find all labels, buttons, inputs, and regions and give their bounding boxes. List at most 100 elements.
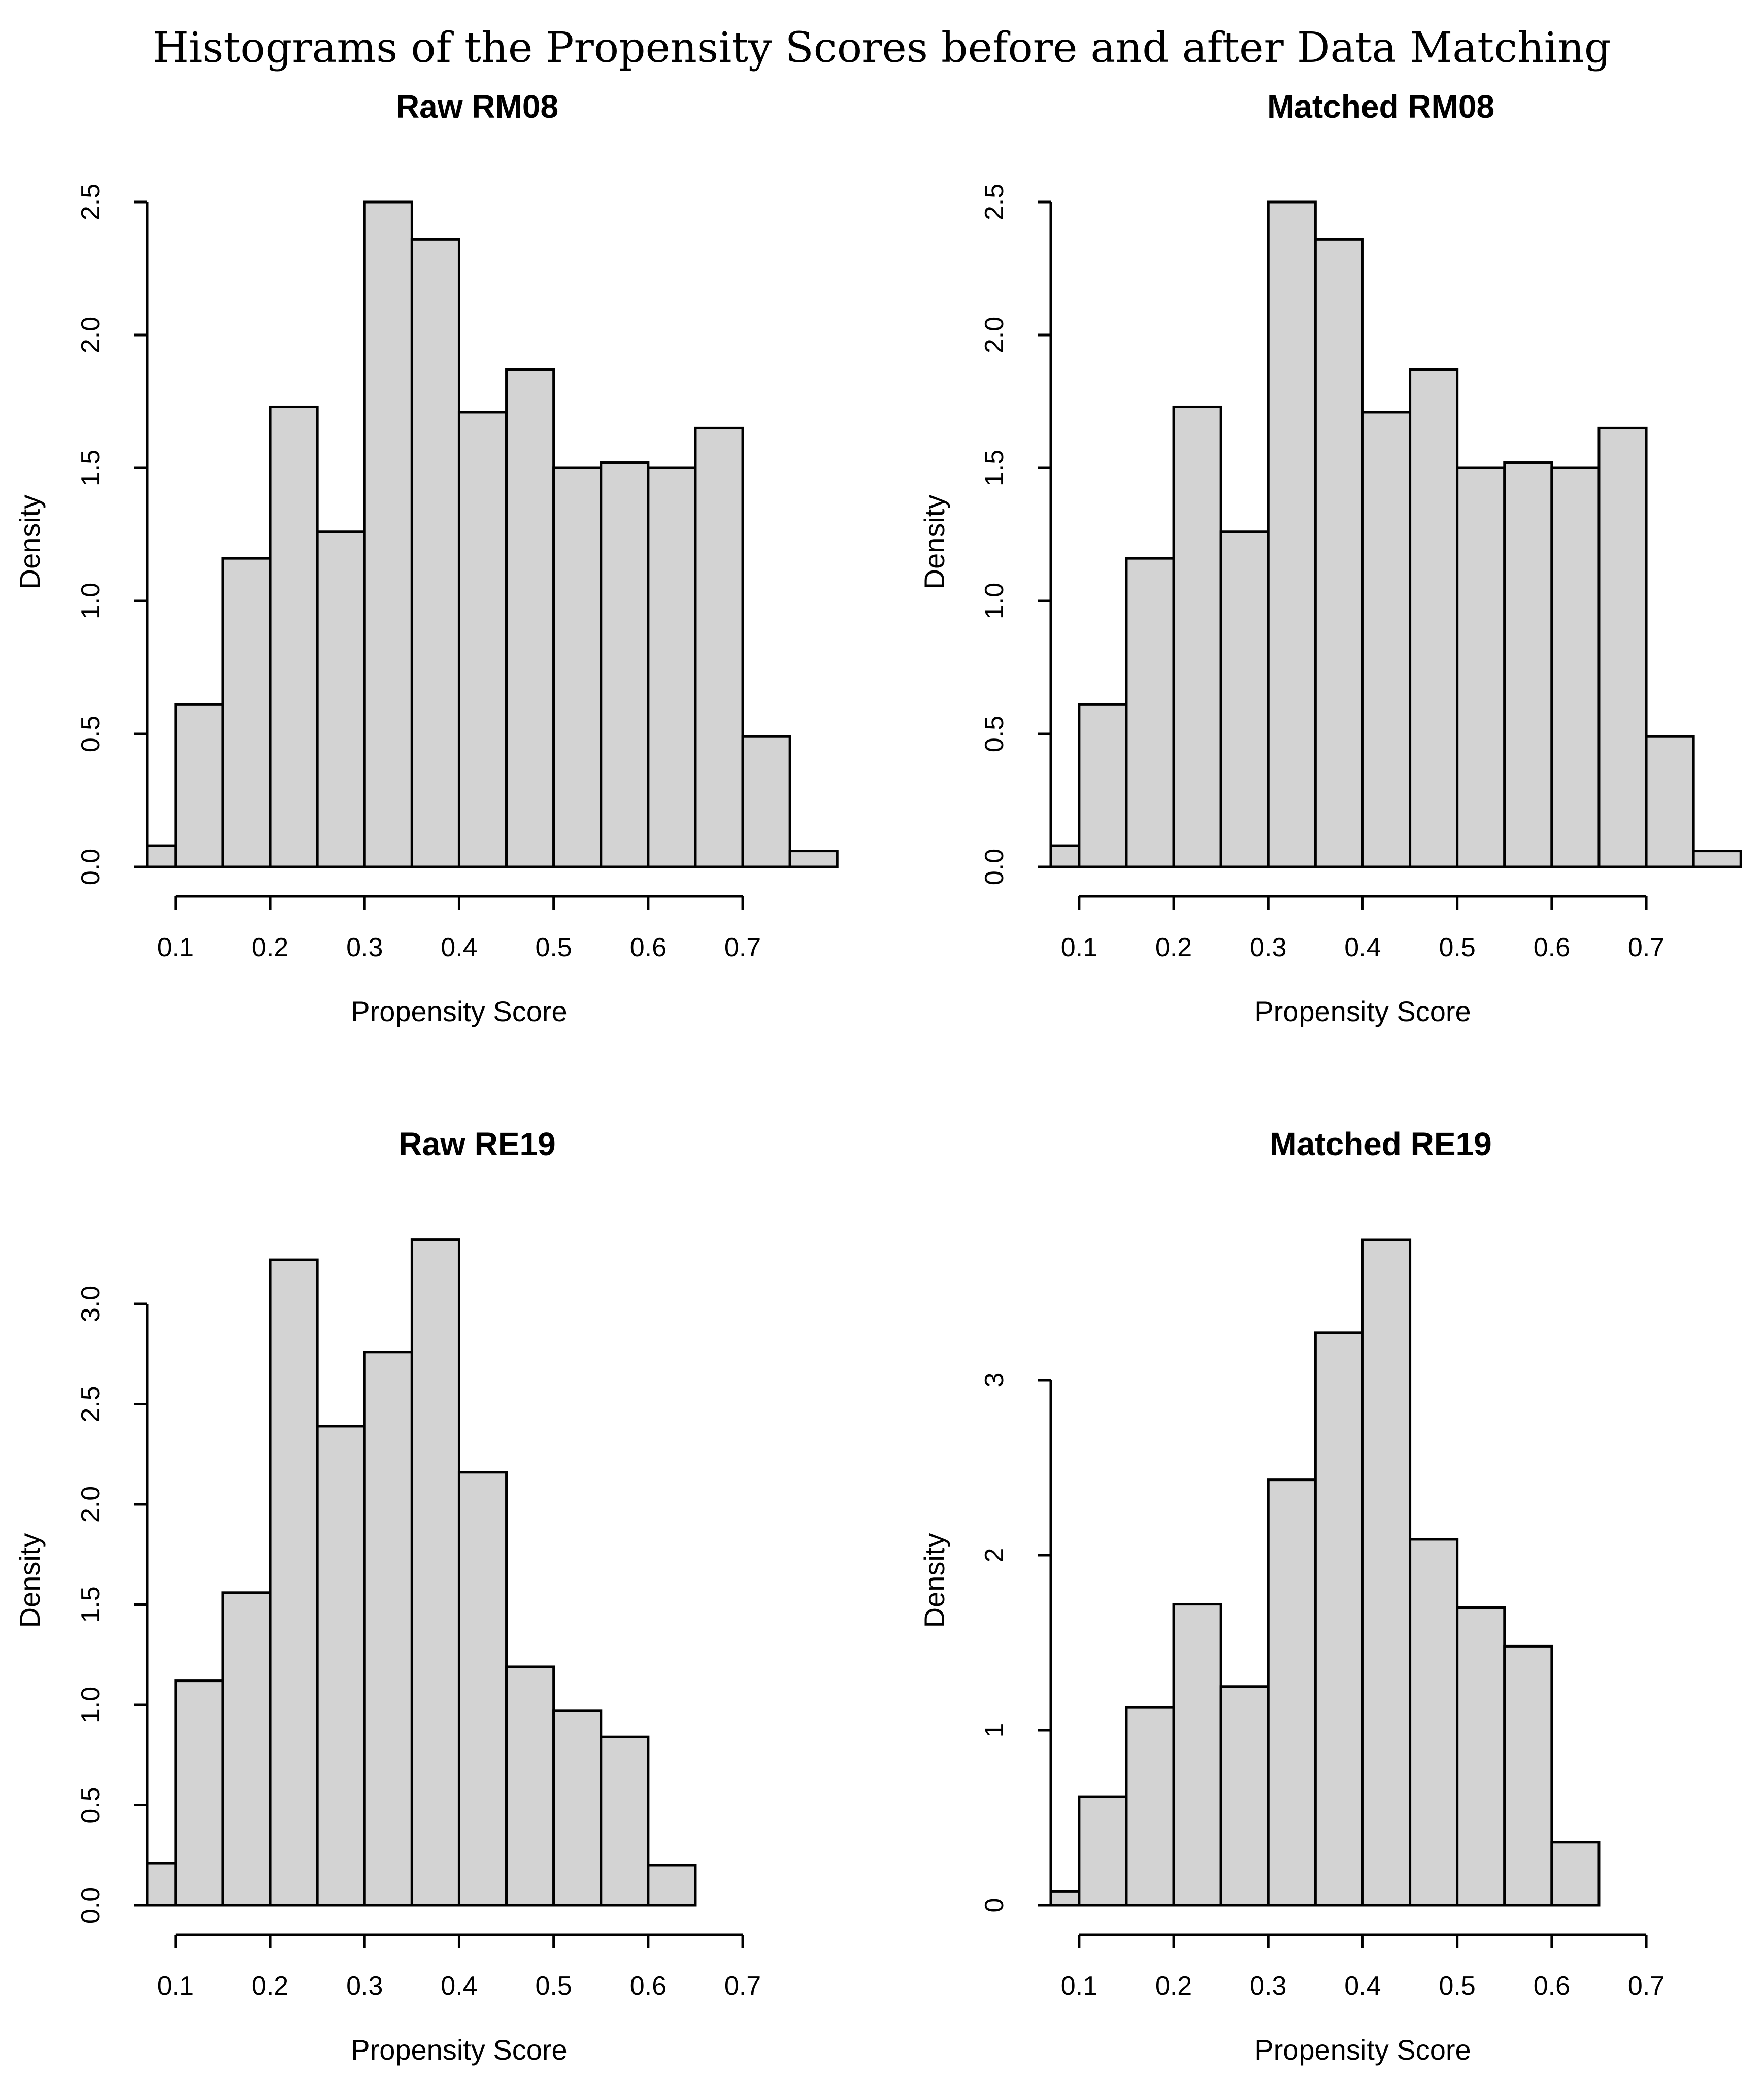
y-tick-label: 1.0 (76, 583, 106, 619)
histogram-panel-4: Matched RE19 0 1 2 3 0.1 0.2 0.3 0.4 0.5 0.6 0.7 Pro… (918, 1126, 1665, 2066)
histogram-bar (600, 1735, 650, 1907)
panel-title: Raw RE19 (398, 1126, 555, 1162)
histogram-bar (552, 466, 603, 868)
histogram-panel-2: Matched RM08 0.0 0.5 1.0 1.5 2.0 2.5 0.1 0.2 0.3 0… (918, 88, 1742, 1027)
x-axis-label: Propensity Score (1254, 995, 1471, 1027)
histogram-bar (1314, 238, 1364, 868)
histogram-bar (221, 1591, 272, 1907)
x-tick-label: 0.6 (1534, 1971, 1570, 2001)
histogram-bar (1503, 461, 1553, 868)
y-tick-label: 1.0 (980, 583, 1009, 619)
histogram-bar (363, 200, 413, 868)
x-tick-label: 0.3 (346, 1971, 383, 2001)
histogram-panel-3: Raw RE19 0.0 0.5 1.0 1.5 2.0 2.5 3.0 0.1 0.2 0.3 0.… (14, 1126, 761, 2066)
histogram-bar (1219, 1685, 1270, 1907)
panel-title: Matched RM08 (1267, 88, 1494, 125)
x-tick-label: 0.3 (1250, 933, 1286, 962)
panel-title: Raw RM08 (396, 88, 558, 125)
x-tick-label: 0.6 (630, 1971, 667, 2001)
x-tick-label: 0.4 (441, 1971, 477, 2001)
y-tick-label: 1.0 (76, 1687, 106, 1723)
histogram-bar (647, 466, 697, 868)
y-tick-label: 2.5 (980, 184, 1009, 220)
x-tick-label: 0.1 (157, 933, 194, 962)
figure-title: Histograms of the Propensity Scores befo… (153, 24, 1611, 72)
histogram-bar (269, 405, 319, 868)
histogram-bar (1314, 1331, 1364, 1907)
x-tick-label: 0.3 (1250, 1971, 1286, 2001)
x-tick-label: 0.5 (1439, 1971, 1476, 2001)
y-axis-label: Density (918, 1533, 950, 1628)
x-tick-label: 0.2 (252, 1971, 288, 2001)
x-tick-label: 0.2 (1155, 1971, 1192, 2001)
y-tick-label: 0.0 (76, 849, 106, 885)
x-tick-label: 0.4 (1344, 1971, 1381, 2001)
y-tick-label: 2 (980, 1548, 1009, 1563)
y-tick-label: 2.5 (76, 184, 106, 220)
histogram-bar (1503, 1644, 1553, 1907)
histogram-bar (146, 1862, 177, 1907)
x-tick-label: 0.2 (252, 933, 288, 962)
y-tick-label: 1.5 (980, 450, 1009, 486)
x-tick-label: 0.4 (1344, 933, 1381, 962)
y-tick-label: 0.0 (76, 1887, 106, 1924)
histogram-bar (1078, 1795, 1128, 1907)
y-tick-label: 0.5 (76, 1787, 106, 1823)
x-tick-label: 0.4 (441, 933, 477, 962)
histogram-bar (1267, 200, 1317, 868)
histogram-bar (174, 1679, 224, 1907)
histogram-bar (1172, 405, 1222, 868)
y-tick-label: 3 (980, 1373, 1009, 1388)
x-tick-label: 0.6 (630, 933, 667, 962)
histogram-bar (316, 1425, 366, 1907)
y-tick-label: 0.5 (76, 716, 106, 752)
x-tick-label: 0.2 (1155, 933, 1192, 962)
x-tick-label: 0.7 (724, 1971, 761, 2001)
histogram-bar (363, 1351, 413, 1907)
y-tick-label: 2.0 (76, 1486, 106, 1523)
y-tick-label: 0.0 (980, 849, 1009, 885)
histogram-bar (457, 411, 508, 868)
histogram-bar (600, 461, 650, 868)
histogram-bar (1049, 1890, 1081, 1907)
x-tick-label: 0.1 (1061, 1971, 1097, 2001)
histogram-bar (1692, 850, 1742, 868)
histogram-bar (316, 530, 366, 868)
histogram-bar (269, 1258, 319, 1907)
histogram-bar (1456, 466, 1506, 868)
histogram-bar (221, 557, 272, 868)
histogram-bar (694, 426, 744, 868)
histogram-bar (505, 368, 555, 868)
histogram-bar (1267, 1478, 1317, 1907)
histogram-bar (1409, 1538, 1459, 1907)
y-tick-label: 0.5 (980, 716, 1009, 752)
histogram-bar (1361, 411, 1412, 868)
histogram-bar (1125, 1706, 1175, 1907)
y-tick-label: 1.5 (76, 1586, 106, 1623)
histogram-bar (146, 844, 177, 868)
histogram-bar (1125, 557, 1175, 868)
y-tick-label: 1 (980, 1723, 1009, 1738)
x-tick-label: 0.5 (1439, 933, 1476, 962)
x-tick-label: 0.1 (157, 1971, 194, 2001)
histogram-bar (741, 735, 791, 868)
histogram-bar (1456, 1606, 1506, 1907)
histogram-bar (1597, 426, 1648, 868)
histogram-bar (552, 1709, 603, 1907)
x-tick-label: 0.7 (724, 933, 761, 962)
histogram-bar (1645, 735, 1695, 868)
y-tick-label: 2.0 (76, 317, 106, 353)
x-tick-label: 0.7 (1628, 1971, 1665, 2001)
x-tick-label: 0.5 (536, 1971, 572, 2001)
x-tick-label: 0.5 (536, 933, 572, 962)
histogram-bar (1172, 1603, 1222, 1907)
histogram-bar (1409, 368, 1459, 868)
histogram-bar (457, 1471, 508, 1907)
histogram-bar (1049, 844, 1081, 868)
histogram-panel-1: Raw RM08 0.0 0.5 1.0 1.5 2.0 2.5 0.1 0.2 0.3 0.4 0.… (14, 88, 839, 1027)
x-tick-label: 0.6 (1534, 933, 1570, 962)
y-axis-label: Density (918, 495, 950, 590)
y-axis-label: Density (14, 1533, 46, 1628)
histogram-bar (788, 850, 839, 868)
